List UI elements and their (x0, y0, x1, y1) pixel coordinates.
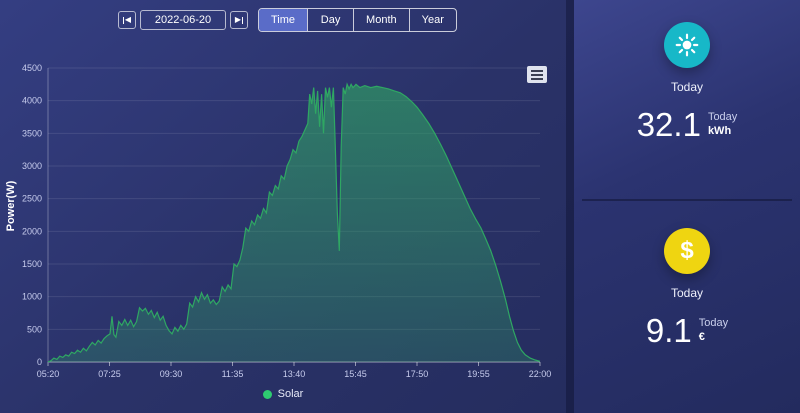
dollar-glyph: $ (680, 237, 694, 264)
revenue-unit-period: Today (698, 317, 729, 330)
svg-text:2000: 2000 (22, 226, 42, 236)
legend-dot-solar (262, 389, 272, 399)
card-divider (582, 199, 792, 201)
date-navigator: ◀ 2022-06-20 ▶ (118, 10, 248, 30)
skip-bar (242, 16, 244, 24)
svg-text:11:35: 11:35 (222, 369, 244, 379)
energy-unit: Today kWh (708, 111, 737, 139)
revenue-value-row: 9.1 Today € (646, 312, 728, 350)
prev-triangle-icon: ◀ (124, 15, 132, 24)
tab-year[interactable]: Year (408, 9, 456, 31)
svg-text:19:55: 19:55 (467, 369, 490, 379)
svg-text:07:25: 07:25 (98, 369, 121, 379)
energy-today-card: Today 32.1 Today kWh (574, 22, 800, 144)
menu-line (531, 69, 543, 72)
tab-day[interactable]: Day (307, 9, 353, 31)
svg-text:09:30: 09:30 (160, 369, 183, 379)
energy-unit-period: Today (707, 111, 738, 124)
svg-text:0: 0 (37, 357, 42, 367)
svg-text:3000: 3000 (22, 161, 42, 171)
date-display[interactable]: 2022-06-20 (140, 10, 226, 30)
chart-panel: ◀ 2022-06-20 ▶ Time Day Month Year Power… (0, 8, 566, 400)
dollar-icon: $ (664, 228, 710, 274)
energy-unit-label: kWh (707, 125, 732, 137)
revenue-today-card: $ Today 9.1 Today € (574, 228, 800, 350)
stats-panel: Today 32.1 Today kWh $ Today 9.1 Today € (574, 0, 800, 413)
svg-text:4000: 4000 (22, 96, 42, 106)
svg-text:22:00: 22:00 (529, 369, 552, 379)
revenue-card-title: Today (670, 286, 704, 300)
revenue-unit-label: € (698, 331, 705, 343)
sun-icon (664, 22, 710, 68)
svg-text:1500: 1500 (22, 259, 42, 269)
energy-value: 32.1 (636, 106, 701, 143)
sun-glyph (675, 33, 699, 57)
svg-text:05:20: 05:20 (37, 369, 60, 379)
svg-text:2500: 2500 (22, 194, 42, 204)
solar-power-chart[interactable]: 0 500 1000 1500 2000 2500 3000 3500 4000 4500 05:2… (0, 36, 566, 388)
period-tabs: Time Day Month Year (258, 8, 457, 32)
legend-label-solar: Solar (277, 388, 304, 400)
skip-bar (122, 16, 124, 24)
next-triangle-icon: ▶ (234, 15, 242, 24)
next-date-button[interactable]: ▶ (230, 11, 248, 29)
chart-toolbar: ◀ 2022-06-20 ▶ Time Day Month Year (118, 8, 457, 32)
prev-date-button[interactable]: ◀ (118, 11, 136, 29)
svg-text:500: 500 (27, 324, 42, 334)
energy-card-title: Today (670, 80, 704, 94)
revenue-unit: Today € (699, 317, 728, 345)
panel-divider (566, 0, 574, 413)
tab-time[interactable]: Time (259, 9, 308, 31)
svg-text:4500: 4500 (22, 63, 42, 73)
svg-text:3500: 3500 (22, 128, 42, 138)
energy-value-row: 32.1 Today kWh (637, 106, 738, 144)
menu-line (531, 77, 543, 80)
menu-icon[interactable] (527, 66, 547, 83)
tab-month[interactable]: Month (353, 9, 409, 31)
chart-legend[interactable]: Solar (0, 388, 566, 400)
svg-text:1000: 1000 (22, 292, 42, 302)
revenue-value: 9.1 (645, 312, 692, 349)
menu-line (531, 73, 543, 76)
svg-text:17:50: 17:50 (406, 369, 429, 379)
svg-text:13:40: 13:40 (283, 369, 306, 379)
svg-text:15:45: 15:45 (344, 369, 367, 379)
